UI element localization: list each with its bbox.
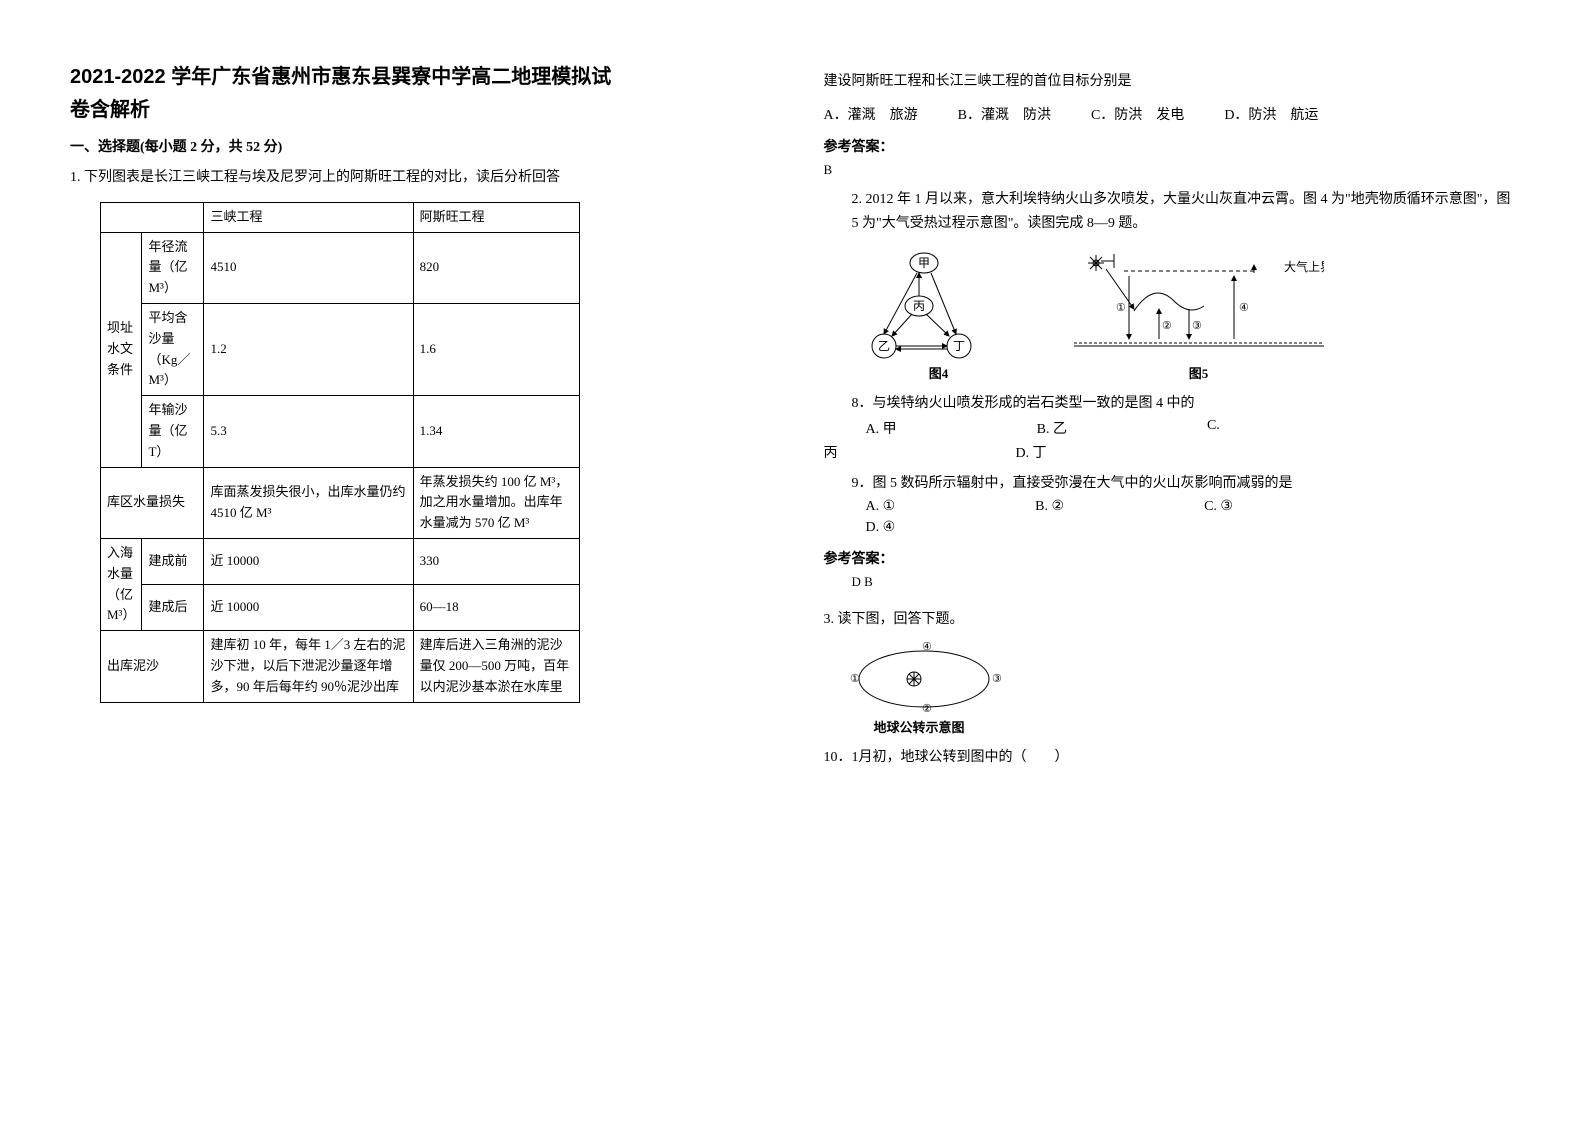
q2-8-opt-c2: 丙 (824, 442, 838, 462)
r6a: 建成后 (142, 585, 204, 631)
answer-label-1: 参考答案： (824, 136, 1518, 156)
fig5-2: ② (1162, 320, 1172, 332)
q2-8-opt-c: C. (1207, 418, 1220, 438)
fig4-yi: 乙 (877, 339, 889, 353)
q2-9-opt-a: A. ① (866, 498, 896, 515)
r3a: 年输沙量（亿T） (142, 396, 204, 467)
fig4-jia: 甲 (917, 256, 929, 270)
row-group-1: 坝址水文条件 (101, 232, 142, 467)
r4b: 库面蒸发损失很小，出库水量仍约 4510 亿 M³ (204, 467, 413, 538)
q1-sub: 建设阿斯旺工程和长江三峡工程的首位目标分别是 (824, 70, 1518, 94)
q3-stem: 3. 读下图，回答下题。 (824, 608, 1518, 632)
answer-label-2: 参考答案： (824, 548, 1518, 568)
r1b: 4510 (204, 232, 413, 303)
q2-stem: 2. 2012 年 1 月以来，意大利埃特纳火山多次喷发，大量火山灰直冲云霄。图… (852, 188, 1518, 236)
r7c: 建库后进入三角洲的泥沙量仅 200—500 万吨，百年以内泥沙基本淤在水库里 (413, 631, 579, 702)
fig5-boundary: 大气上界 (1284, 259, 1324, 274)
q2-8-opt-a: A. 甲 (866, 418, 897, 438)
fig4-bing: 丙 (912, 299, 924, 313)
q2-9-opt-c: C. ③ (1204, 498, 1233, 515)
title-line-1: 2021-2022 学年广东省惠州市惠东县巽寮中学高二地理模拟试 (70, 60, 764, 89)
r1c: 820 (413, 232, 579, 303)
r5c: 330 (413, 538, 579, 584)
fig5-3: ③ (1192, 320, 1202, 332)
figure-4: 甲 丙 乙 丁 图4 (864, 251, 1014, 382)
svg-text:②: ② (922, 703, 932, 715)
svg-text:④: ④ (922, 642, 932, 653)
q1-answer: B (824, 162, 1518, 178)
q2-8-opt-d: D. 丁 (1016, 442, 1047, 462)
fig4-caption: 图4 (864, 363, 1014, 382)
r6b: 近 10000 (204, 585, 413, 631)
row-group-2: 入海水量（亿M³） (101, 538, 142, 630)
r1a: 年径流量（亿M³） (142, 232, 204, 303)
q1-opt-c: C．防洪 发电 (1091, 104, 1184, 124)
fig5-4: ④ (1239, 302, 1249, 314)
fig-orbit-caption: 地球公转示意图 (874, 717, 1518, 736)
r3b: 5.3 (204, 396, 413, 467)
r2b: 1.2 (204, 303, 413, 395)
th-aswan: 阿斯旺工程 (413, 202, 579, 232)
r3c: 1.34 (413, 396, 579, 467)
q2-8: 8．与埃特纳火山喷发形成的岩石类型一致的是图 4 中的 (852, 392, 1518, 412)
svg-text:①: ① (850, 673, 860, 685)
q1-opt-a: A．灌溉 旅游 (824, 104, 918, 124)
q2-9: 9．图 5 数码所示辐射中，直接受弥漫在大气中的火山灰影响而减弱的是 (852, 472, 1518, 492)
r2a: 平均含沙量（Kg／M³） (142, 303, 204, 395)
section-heading: 一、选择题(每小题 2 分，共 52 分) (70, 136, 764, 156)
comparison-table: 三峡工程 阿斯旺工程 坝址水文条件 年径流量（亿M³） 4510 820 平均含… (100, 202, 580, 703)
fig4-ding: 丁 (952, 339, 964, 353)
q1-opt-b: B．灌溉 防洪 (958, 104, 1051, 124)
r4a: 库区水量损失 (101, 467, 204, 538)
figure-orbit: ① ② ③ ④ 地球公转示意图 (844, 642, 1518, 736)
r4c: 年蒸发损失约 100 亿 M³，加之用水量增加。出库年水量减为 570 亿 M³ (413, 467, 579, 538)
svg-text:③: ③ (992, 673, 1002, 685)
title-line-2: 卷含解析 (70, 93, 764, 122)
r2c: 1.6 (413, 303, 579, 395)
th-sanxia: 三峡工程 (204, 202, 413, 232)
fig5-caption: 图5 (1074, 363, 1324, 382)
figure-5: 大气上界 ① ② ③ ④ 图5 (1074, 251, 1324, 382)
q1-opt-d: D．防洪 航运 (1224, 104, 1318, 124)
r6c: 60—18 (413, 585, 579, 631)
r5b: 近 10000 (204, 538, 413, 584)
q2-8-opt-b: B. 乙 (1037, 418, 1067, 438)
q2-9-opt-b: B. ② (1035, 498, 1064, 515)
r5a: 建成前 (142, 538, 204, 584)
r7a: 出库泥沙 (101, 631, 204, 702)
q2-9-opt-d: D. ④ (866, 520, 896, 535)
q2-answer: D B (852, 574, 1518, 590)
q3-10: 10．1月初，地球公转到图中的（ ） (824, 746, 1518, 770)
q1-options: A．灌溉 旅游 B．灌溉 防洪 C．防洪 发电 D．防洪 航运 (824, 104, 1518, 124)
r7b: 建库初 10 年，每年 1／3 左右的泥沙下泄，以后下泄泥沙量逐年增多，90 年… (204, 631, 413, 702)
fig5-1: ① (1116, 302, 1126, 314)
q1-stem: 1. 下列图表是长江三峡工程与埃及尼罗河上的阿斯旺工程的对比，读后分析回答 (70, 166, 764, 190)
